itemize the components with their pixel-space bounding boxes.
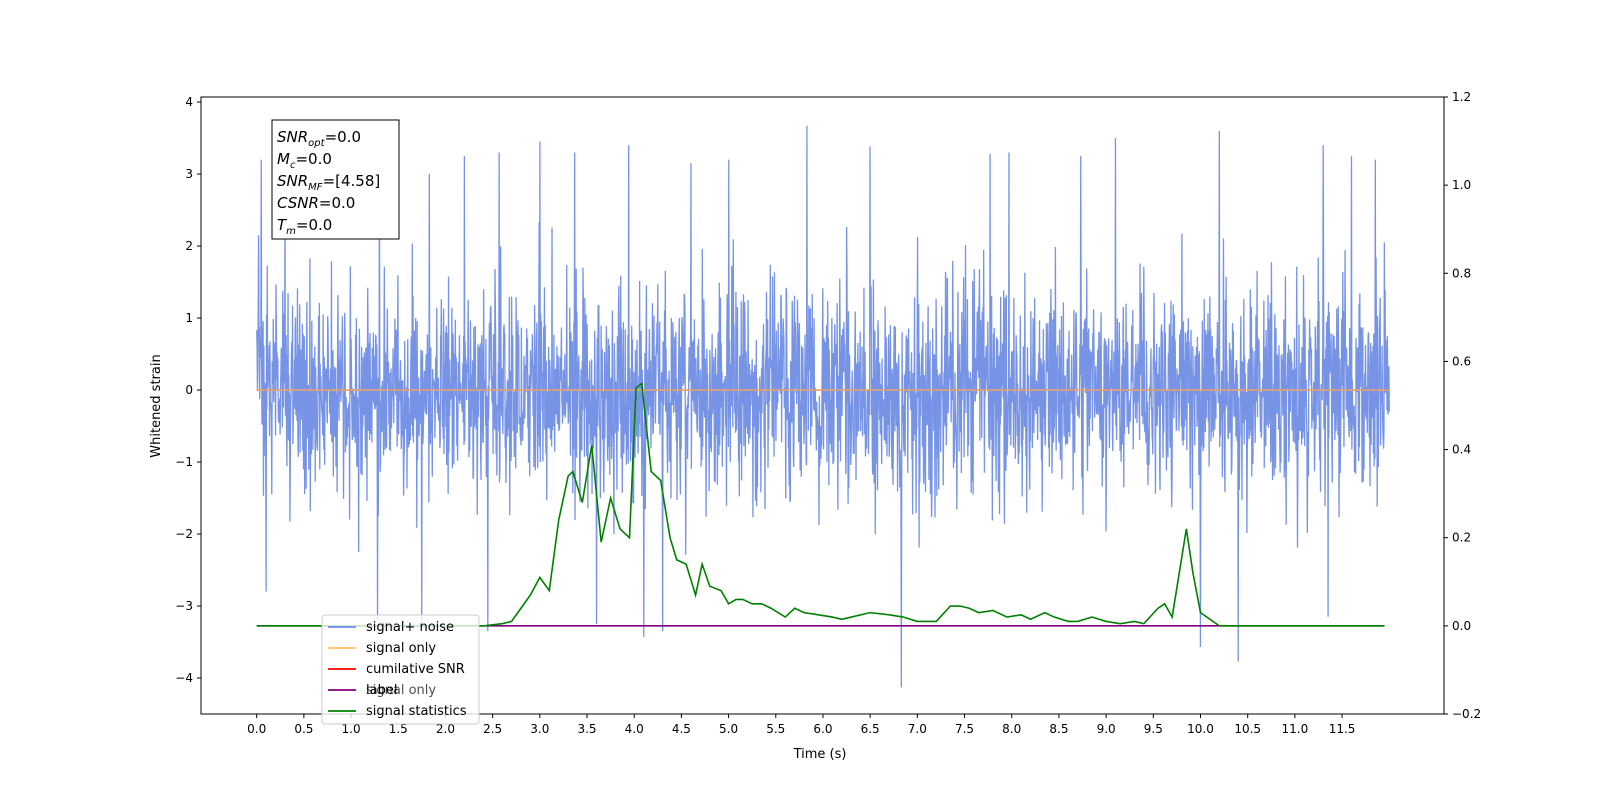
x-tick-label: 6.0 [813, 722, 832, 736]
y-axis-label: Whitened strain [149, 354, 164, 457]
y-tick-label: 3 [185, 167, 193, 181]
x-tick-label: 2.5 [483, 722, 502, 736]
x-tick-label: 8.0 [1002, 722, 1021, 736]
series-signal-statistics [256, 381, 1385, 627]
x-tick-label: 4.0 [625, 722, 644, 736]
x-tick-label: 7.0 [908, 722, 927, 736]
y-tick-label: −2 [175, 527, 193, 541]
x-tick-label: 3.5 [577, 722, 596, 736]
legend-label: cumilative SNR [366, 662, 465, 677]
x-tick-label: 8.5 [1049, 722, 1068, 736]
info-box-frame [271, 119, 400, 240]
y2-tick-label: 0.2 [1452, 531, 1471, 545]
info-box-line: Mc=0.0 [277, 150, 332, 171]
y-tick-label: 2 [185, 239, 193, 253]
x-tick-label: 0.5 [294, 722, 313, 736]
y2-tick-label: 0.8 [1452, 266, 1471, 280]
y-tick-label: −1 [175, 455, 193, 469]
y2-tick-label: 0.0 [1452, 619, 1471, 633]
legend-label: label [366, 683, 397, 698]
y2-tick-label: 0.6 [1452, 354, 1471, 368]
axes: 0.0 0.5 1.0 1.5 2.0 2.5 3.0 3.5 4.0 4.5 5.0 5.5 6.0 6… [175, 90, 1481, 736]
y-tick-label: 4 [185, 95, 193, 109]
plot-area [256, 125, 1390, 688]
x-tick-label: 10.5 [1234, 722, 1261, 736]
x-tick-label: 4.5 [672, 722, 691, 736]
legend-label: signal statistics [366, 704, 467, 719]
series-signal-plus-noise [256, 125, 1390, 688]
legend-label: signal only [366, 641, 436, 656]
x-tick-label: 2.0 [436, 722, 455, 736]
x-tick-label: 5.0 [719, 722, 738, 736]
x-tick-label: 7.5 [955, 722, 974, 736]
y2-tick-label: −0.2 [1452, 707, 1481, 721]
legend-label: signal+ noise [366, 620, 454, 635]
info-box-line: Tm=0.0 [277, 216, 332, 237]
y-tick-label: −3 [175, 599, 193, 613]
x-tick-label: 9.5 [1144, 722, 1163, 736]
legend: signal+ noise signal only cumilative SNR la… [321, 614, 480, 725]
x-axis-label: Time (s) [793, 747, 847, 762]
legend-ghost-label: signal only [366, 683, 436, 698]
y-tick-label: −4 [175, 671, 193, 685]
x-tick-label: 1.5 [389, 722, 408, 736]
legend-frame [321, 614, 480, 725]
y2-tick-label: 1.2 [1452, 90, 1471, 104]
info-box-line: CSNR=0.0 [277, 194, 355, 212]
x-tick-label: 5.5 [766, 722, 785, 736]
y-tick-label: 0 [185, 383, 193, 397]
info-box-line: SNRMF=[4.58] [277, 172, 380, 193]
x-tick-label: 11.0 [1282, 722, 1309, 736]
x-tick-label: 6.5 [861, 722, 880, 736]
y2-tick-label: 1.0 [1452, 178, 1471, 192]
y2-tick-label: 0.4 [1452, 443, 1471, 457]
x-tick-label: 0.0 [247, 722, 266, 736]
x-tick-label: 11.5 [1329, 722, 1356, 736]
info-box-line: SNRopt=0.0 [277, 128, 361, 149]
x-tick-label: 9.0 [1097, 722, 1116, 736]
x-tick-label: 10.0 [1187, 722, 1214, 736]
x-tick-label: 3.0 [530, 722, 549, 736]
y-tick-label: 1 [185, 311, 193, 325]
x-tick-label: 1.0 [342, 722, 361, 736]
